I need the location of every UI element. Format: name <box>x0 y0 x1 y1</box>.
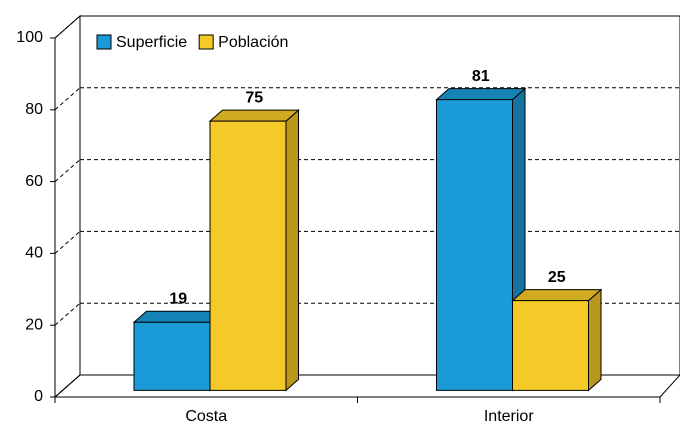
legend-label: Superficie <box>116 34 187 51</box>
grid-line <box>54 302 81 326</box>
bar <box>132 310 224 392</box>
legend-label: Población <box>218 34 288 51</box>
y-tick-label: 100 <box>16 29 43 46</box>
grid-line <box>54 87 81 111</box>
x-tick-label: Interior <box>484 408 534 425</box>
y-tick-label: 60 <box>25 173 43 190</box>
bar-front <box>512 300 589 391</box>
value-label: 81 <box>472 68 490 85</box>
y-tick-label: 0 <box>34 388 43 405</box>
value-label: 19 <box>169 290 187 307</box>
bar-top <box>435 88 527 101</box>
grid-line <box>54 159 81 182</box>
grid-line <box>54 15 81 39</box>
value-label: 25 <box>548 269 566 286</box>
y-tick-label: 20 <box>25 316 43 333</box>
bar-front <box>133 321 211 391</box>
grid-line <box>54 231 81 254</box>
bar-top <box>511 289 603 302</box>
bar-top <box>132 310 224 323</box>
bar <box>435 87 527 392</box>
side-wall <box>54 14 81 399</box>
grid-line <box>54 374 81 398</box>
bar-side <box>285 109 299 392</box>
y-tick-label: 80 <box>25 101 43 118</box>
bar <box>208 109 300 392</box>
bar-front <box>209 120 287 391</box>
x-tick-label: Costa <box>185 408 227 425</box>
bar-front <box>436 99 513 391</box>
y-tick-label: 40 <box>25 245 43 262</box>
bar <box>511 288 603 392</box>
bar-top <box>208 109 300 122</box>
bar-side <box>588 288 602 392</box>
value-label: 75 <box>245 89 263 106</box>
legend-swatch <box>96 34 112 50</box>
legend-swatch <box>198 34 214 50</box>
